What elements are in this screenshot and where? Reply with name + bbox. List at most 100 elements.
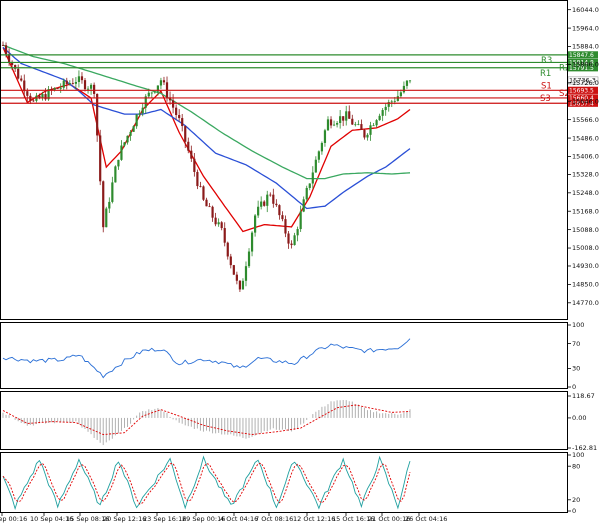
candle-body — [80, 76, 84, 81]
candle-body — [159, 80, 163, 86]
candle-body — [293, 235, 296, 246]
candle — [220, 221, 223, 231]
candle-body — [311, 172, 314, 184]
candle — [296, 226, 299, 242]
candle — [311, 166, 314, 189]
candle-body — [150, 92, 153, 94]
candle — [105, 206, 108, 228]
candle-body — [390, 101, 393, 103]
time-tick-label: 4 Oct 04:16 — [220, 515, 258, 523]
candle — [396, 90, 399, 102]
candle — [135, 114, 138, 129]
candle — [308, 183, 311, 191]
candle-body — [278, 205, 281, 216]
stochastic-pane-border — [0, 452, 568, 513]
candle — [71, 78, 74, 85]
candle-body — [53, 88, 56, 91]
candles — [1, 41, 412, 293]
candle-body — [93, 84, 96, 94]
candle-body — [369, 125, 372, 135]
time-tick-label: 15 Sep 08:16 — [66, 515, 109, 523]
candle — [323, 128, 327, 147]
candle — [302, 196, 305, 213]
candle — [217, 218, 220, 227]
candle-body — [156, 85, 160, 92]
time-tick-label: 10 Sep 04:16 — [30, 515, 73, 523]
candle — [299, 205, 302, 232]
candle — [266, 190, 269, 213]
level-name: R2 — [559, 63, 570, 73]
macd-pane-border — [0, 391, 568, 450]
candle-body — [366, 134, 369, 138]
candle-body — [17, 68, 20, 79]
candle-body — [153, 91, 156, 93]
candle — [138, 110, 141, 118]
candle — [80, 72, 84, 84]
candle — [278, 204, 281, 220]
time-tick-label: 12 Oct 12:16 — [293, 515, 335, 523]
candle — [202, 185, 205, 202]
rsi-line — [2, 338, 411, 379]
candle-body — [129, 131, 132, 136]
price-tick-label: 15248.0 — [572, 189, 599, 197]
candle-body — [184, 126, 187, 142]
candle — [399, 89, 402, 98]
candle-body — [196, 171, 199, 187]
candle-body — [181, 118, 184, 127]
candle — [187, 137, 190, 154]
candle-body — [387, 102, 390, 107]
macd-axis: 118.67 0.00 -162.81 — [567, 392, 597, 452]
rsi-tick-label: 30 — [572, 365, 580, 373]
candle-body — [211, 206, 214, 218]
candle — [345, 105, 348, 126]
rsi-tick-label: 100 — [572, 321, 584, 329]
candle — [59, 83, 62, 93]
candle — [275, 199, 278, 207]
candle-body — [263, 201, 266, 206]
time-tick-label: 26 Oct 04:16 — [405, 515, 447, 523]
level-s3: S3 15637.4 — [1, 94, 598, 107]
candle — [29, 93, 32, 105]
candle — [238, 280, 242, 293]
candle-body — [23, 80, 26, 92]
candle — [99, 129, 102, 186]
candle — [408, 80, 412, 84]
candle — [83, 78, 87, 92]
candle — [284, 215, 287, 238]
candle — [208, 202, 211, 208]
candle-body — [1, 45, 5, 46]
price-tick-label: 15406.0 — [572, 153, 599, 161]
macd-tick-label: 118.67 — [572, 392, 595, 400]
price-tick-label: 15566.0 — [572, 116, 599, 124]
time-tick-label: 29 Sep 00:16 — [182, 515, 225, 523]
candle — [366, 133, 369, 141]
candle — [320, 141, 324, 155]
candle — [129, 129, 132, 141]
candle-body — [360, 124, 363, 130]
candle — [141, 102, 144, 117]
candle-body — [405, 80, 409, 86]
candle-body — [187, 141, 190, 151]
candle-body — [47, 89, 50, 100]
rsi-tick-label: 0 — [572, 383, 576, 391]
candle — [363, 129, 366, 140]
candle — [287, 230, 290, 249]
candle — [326, 116, 330, 131]
candle — [378, 113, 381, 121]
candle-body — [308, 183, 311, 188]
stochastic-tick-label: 0 — [572, 507, 576, 515]
candle — [1, 41, 5, 46]
candle-body — [241, 280, 245, 290]
candle — [223, 222, 226, 247]
candle — [126, 135, 129, 145]
candle-body — [147, 92, 150, 97]
level-price-box — [568, 86, 598, 94]
candle-body — [363, 129, 366, 138]
candle-body — [238, 280, 242, 290]
candle-body — [83, 80, 87, 90]
candle — [132, 125, 135, 132]
candle-body — [348, 111, 351, 119]
candle-body — [20, 78, 23, 81]
